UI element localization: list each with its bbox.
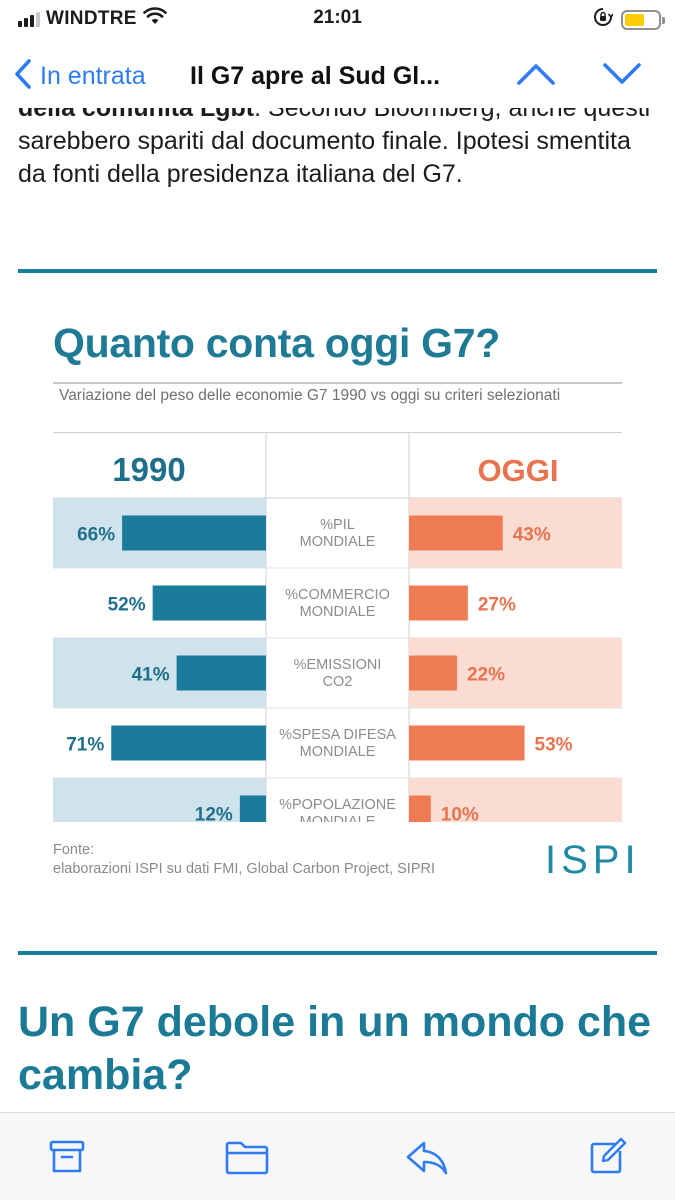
chevron-up-icon	[516, 62, 556, 91]
value-label-oggi: 53%	[535, 735, 573, 756]
move-to-folder-button[interactable]	[222, 1137, 272, 1181]
category-label: MONDIALE	[300, 814, 376, 822]
divider-bottom	[18, 951, 657, 955]
body-paragraph: della comunità Lgbt. Secondo Bloomberg, …	[18, 108, 658, 191]
category-label: %EMISSIONI	[294, 657, 382, 673]
value-label-1990: 66%	[77, 525, 115, 546]
source-note: Fonte: elaborazioni ISPI su dati FMI, Gl…	[53, 841, 435, 879]
value-label-1990: 41%	[132, 665, 170, 686]
compose-button[interactable]	[582, 1137, 632, 1181]
bar-1990	[111, 725, 266, 761]
category-label: %PIL	[320, 517, 355, 533]
paragraph-text: . Secondo Bloomberg, anche questi sarebb…	[18, 108, 651, 188]
bar-1990	[176, 655, 266, 691]
series-header-1990: 1990	[112, 451, 185, 488]
value-label-oggi: 10%	[441, 805, 479, 823]
category-label: MONDIALE	[300, 744, 376, 760]
value-label-oggi: 43%	[513, 525, 551, 546]
source-text: elaborazioni ISPI su dati FMI, Global Ca…	[53, 861, 436, 877]
back-label: In entrata	[40, 61, 146, 90]
bottom-toolbar	[0, 1112, 675, 1200]
series-header-oggi: OGGI	[478, 453, 559, 488]
category-label: %SPESA DIFESA	[279, 727, 396, 743]
category-label: MONDIALE	[300, 604, 376, 620]
bar-oggi	[409, 585, 468, 621]
compose-icon	[587, 1137, 627, 1182]
value-label-oggi: 22%	[467, 665, 505, 686]
category-label: %POPOLAZIONE	[279, 797, 396, 813]
row-band-1990	[53, 778, 266, 822]
bar-oggi	[409, 655, 457, 691]
status-bar: WINDTRE 21:01	[0, 0, 675, 36]
mail-body[interactable]: della comunità Lgbt. Secondo Bloomberg, …	[0, 108, 675, 1112]
chevron-down-icon	[602, 62, 642, 91]
navigation-bar: In entrata Il G7 apre al Sud Gl...	[0, 44, 675, 108]
orientation-lock-icon	[593, 7, 614, 32]
wifi-icon	[142, 7, 167, 30]
value-label-1990: 52%	[108, 595, 146, 616]
status-left: WINDTRE	[18, 7, 167, 30]
bar-oggi	[409, 515, 503, 551]
category-label: %COMMERCIO	[285, 587, 390, 603]
category-label: MONDIALE	[300, 534, 376, 550]
bar-1990	[239, 795, 266, 822]
mail-subject-title: Il G7 apre al Sud Gl...	[190, 62, 441, 90]
back-button[interactable]: In entrata	[14, 54, 146, 98]
folder-icon	[224, 1137, 270, 1182]
archive-button[interactable]	[42, 1137, 92, 1181]
reply-button[interactable]	[402, 1137, 452, 1181]
infographic-subtitle: Variazione del peso delle economie G7 19…	[53, 382, 622, 405]
chevron-left-icon	[14, 58, 32, 95]
bar-1990	[122, 515, 267, 551]
subtitle-divider	[53, 432, 622, 433]
paragraph-bold: della comunità Lgbt	[18, 108, 255, 122]
battery-icon	[621, 9, 665, 30]
infographic-title: Quanto conta oggi G7?	[53, 320, 500, 366]
status-right	[593, 7, 665, 32]
bar-oggi	[409, 725, 525, 761]
value-label-1990: 71%	[66, 735, 104, 756]
value-label-1990: 12%	[195, 805, 233, 823]
row-band-oggi	[409, 778, 622, 822]
category-label: CO2	[323, 674, 353, 690]
previous-message-button[interactable]	[514, 56, 558, 96]
value-label-oggi: 27%	[478, 595, 516, 616]
carrier-name: WINDTRE	[46, 7, 137, 29]
bar-oggi	[409, 795, 431, 822]
next-message-button[interactable]	[600, 56, 644, 96]
infographic: Quanto conta oggi G7? Variazione del pes…	[53, 306, 636, 906]
archive-icon	[47, 1137, 87, 1182]
section-heading: Un G7 debole in un mondo che cambia?	[18, 998, 652, 1099]
ispi-logo: ISPI	[545, 838, 641, 882]
bar-1990	[152, 585, 266, 621]
source-label: Fonte:	[53, 842, 95, 858]
reply-icon	[404, 1137, 450, 1182]
status-time: 21:01	[313, 7, 362, 28]
signal-icon	[18, 11, 40, 27]
divider-top	[18, 269, 657, 273]
